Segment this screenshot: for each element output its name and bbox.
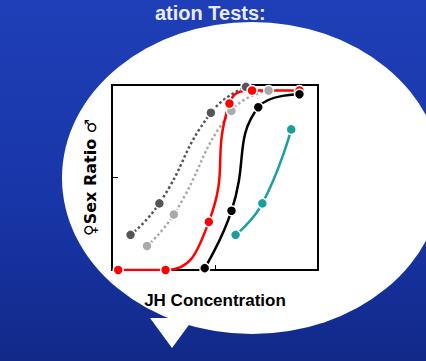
svg-text:♀Sex Ratio ♂: ♀Sex Ratio ♂ [81,119,100,236]
svg-text:ation Tests:: ation Tests: [155,2,266,24]
svg-text:JH Concentration: JH Concentration [144,291,286,310]
